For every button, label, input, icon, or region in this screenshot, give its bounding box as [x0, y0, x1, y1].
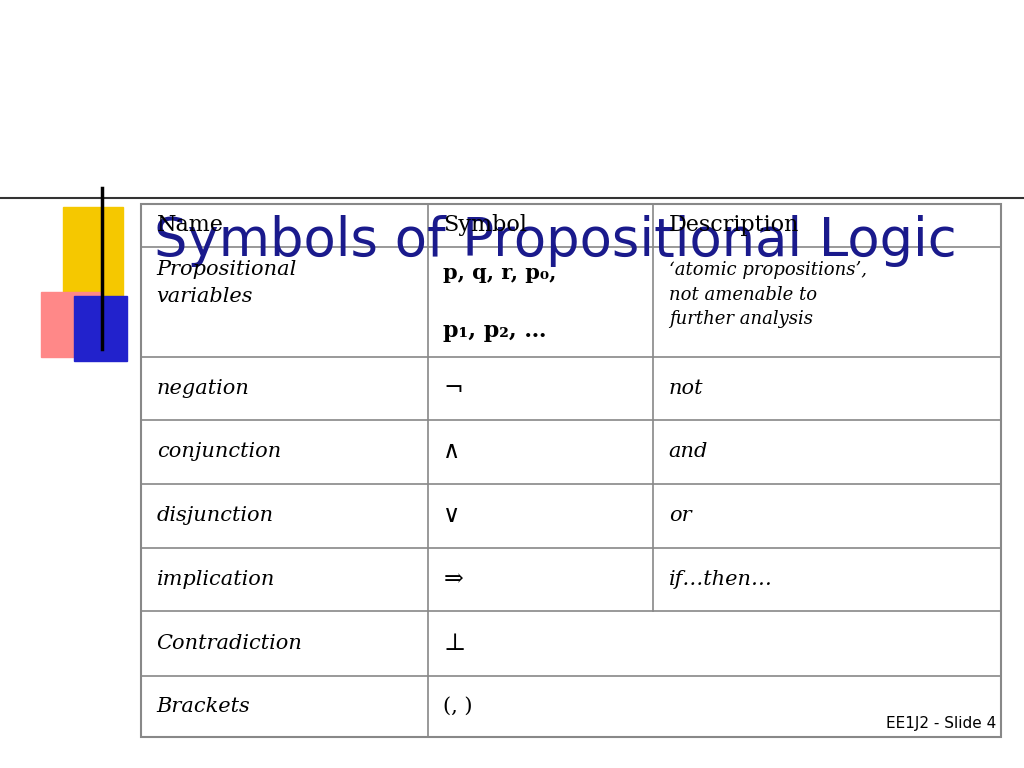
Text: ∨: ∨ — [443, 505, 461, 527]
Text: implication: implication — [157, 570, 275, 589]
Text: Propositional
variables: Propositional variables — [157, 260, 297, 306]
Text: ⇒: ⇒ — [443, 568, 463, 591]
Text: p₁, p₂, …: p₁, p₂, … — [443, 320, 547, 343]
Text: (, ): (, ) — [443, 697, 473, 716]
Text: or: or — [669, 506, 691, 525]
Text: p, q, r, p₀,: p, q, r, p₀, — [443, 263, 557, 283]
Text: disjunction: disjunction — [157, 506, 273, 525]
Text: ‘atomic propositions’,
not amenable to
further analysis: ‘atomic propositions’, not amenable to f… — [669, 261, 866, 328]
Text: Symbol: Symbol — [443, 214, 527, 237]
Text: Description: Description — [669, 214, 799, 237]
Text: ⊥: ⊥ — [443, 632, 466, 655]
Text: Symbols of Propositional Logic: Symbols of Propositional Logic — [154, 215, 956, 267]
Text: and: and — [669, 442, 708, 462]
Bar — [63, 207, 123, 307]
Text: Brackets: Brackets — [157, 697, 251, 716]
Bar — [41, 292, 100, 357]
Bar — [141, 204, 1001, 737]
Text: Name: Name — [157, 214, 223, 237]
Text: ¬: ¬ — [443, 377, 463, 400]
Text: ∧: ∧ — [443, 441, 461, 463]
Text: EE1J2 - Slide 4: EE1J2 - Slide 4 — [886, 716, 996, 731]
Text: not: not — [669, 379, 703, 398]
Text: negation: negation — [157, 379, 250, 398]
Text: Contradiction: Contradiction — [157, 634, 302, 653]
Bar — [74, 296, 127, 361]
Text: if…then…: if…then… — [669, 570, 772, 589]
Text: conjunction: conjunction — [157, 442, 281, 462]
